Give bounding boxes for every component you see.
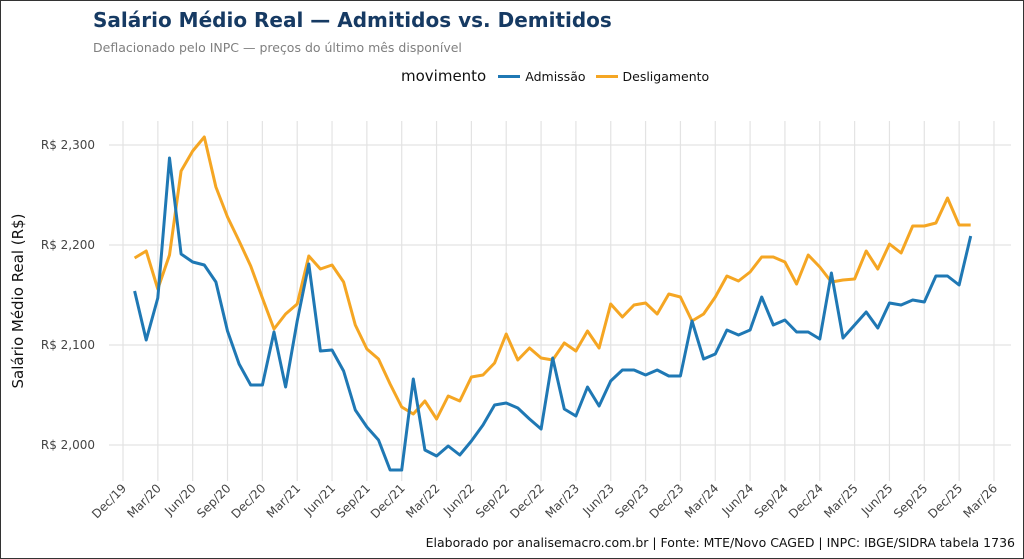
series-line-admissao [133,156,973,472]
x-tick-label: Sep/21 [333,481,373,521]
y-tick-label: R$ 2,200 [41,238,95,252]
x-tick-label: Dec/22 [507,481,547,521]
legend-label-admissao: Admissão [525,68,586,84]
series-line-desligamento [133,135,971,421]
legend-swatch-desligamento [595,74,618,78]
x-tick-label: Mar/20 [124,481,164,521]
y-tick-label: R$ 2,000 [41,438,95,452]
x-tick-label: Sep/22 [473,481,513,521]
x-tick-label: Mar/23 [542,481,582,521]
x-tick-label: Mar/26 [961,481,1001,521]
x-tick-label: Dec/19 [89,481,129,521]
x-tick-label: Sep/24 [752,481,792,521]
legend-item-desligamento: Desligamento [595,68,710,84]
chart-title: Salário Médio Real — Admitidos vs. Demit… [93,8,612,32]
x-tick-label: Dec/23 [647,481,687,521]
y-tick-label: R$ 2,300 [41,138,95,152]
caption: Elaborado por analisemacro.com.br | Font… [425,535,1015,550]
legend-item-admissao: Admissão [498,68,586,84]
x-tick-label: Sep/20 [194,481,234,521]
x-tick-label: Dec/20 [228,481,268,521]
x-tick-label: Mar/21 [264,481,304,521]
x-tick-label: Mar/25 [821,481,861,521]
y-tick-label: R$ 2,100 [41,338,95,352]
x-tick-label: Sep/25 [891,481,931,521]
x-tick-label: Jun/23 [579,481,617,519]
x-tick-label: Jun/21 [301,481,339,519]
x-tick-label: Jun/24 [719,481,757,519]
x-tick-label: Jun/20 [161,481,199,519]
x-tick-label: Dec/25 [925,481,965,521]
x-tick-label: Dec/21 [368,481,408,521]
legend-swatch-admissao [498,74,521,78]
x-tick-label: Sep/23 [612,481,652,521]
legend-title: movimento [401,67,487,85]
y-axis-label: Salário Médio Real (R$) [9,214,27,389]
x-tick-label: Jun/22 [440,481,478,519]
legend-label-desligamento: Desligamento [622,68,710,84]
chart-subtitle: Deflacionado pelo INPC — preços do últim… [93,40,462,55]
legend: movimento Admissão Desligamento [401,67,719,85]
x-tick-label: Mar/22 [403,481,443,521]
x-tick-label: Jun/25 [858,481,896,519]
x-tick-label: Mar/24 [682,481,722,521]
x-tick-label: Dec/24 [786,481,826,521]
